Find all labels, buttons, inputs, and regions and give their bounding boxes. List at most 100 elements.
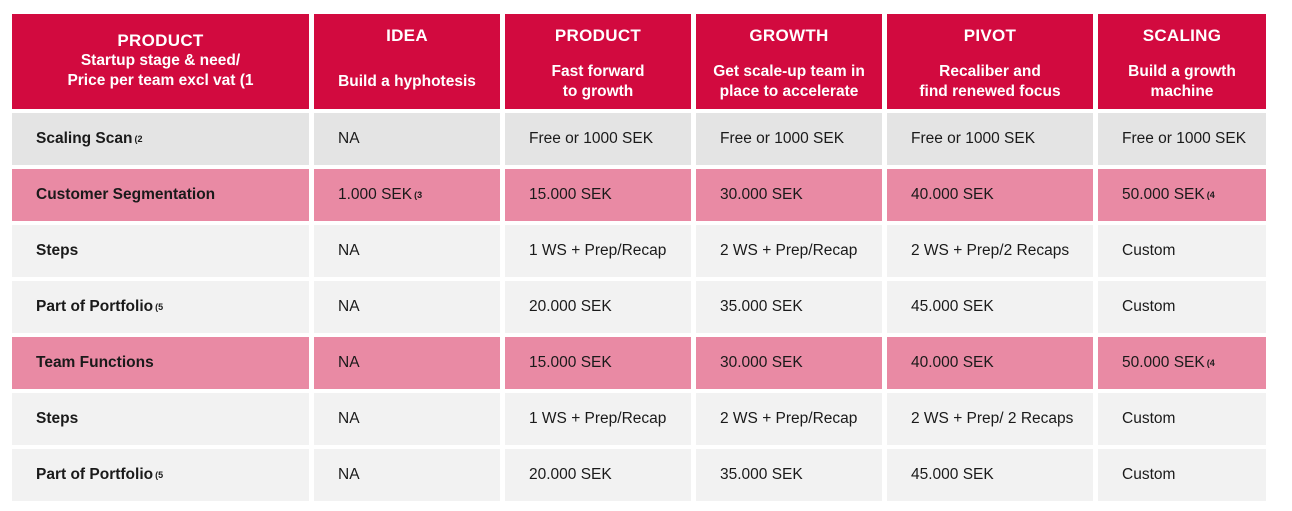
cell-value: Free or 1000 SEK xyxy=(529,130,654,147)
table-cell: NA xyxy=(314,113,500,165)
header-cell-pivot: PIVOT Recaliber and find renewed focus xyxy=(887,14,1093,109)
table-cell: 15.000 SEK xyxy=(505,337,691,389)
table-cell: 2 WS + Prep/2 Recaps xyxy=(887,225,1093,277)
table-cell: 15.000 SEK xyxy=(505,169,691,221)
cell-value: Free or 1000 SEK xyxy=(720,130,845,147)
cell-value: Custom xyxy=(1122,410,1176,427)
cell-value: 50.000 SEK xyxy=(1122,186,1205,203)
cell-value: Custom xyxy=(1122,242,1176,259)
cell-value: 50.000 SEK xyxy=(1122,354,1205,371)
table-cell: Custom xyxy=(1098,225,1266,277)
table-cell: 2 WS + Prep/Recap xyxy=(696,393,882,445)
table-cell: 2 WS + Prep/ 2 Recaps xyxy=(887,393,1093,445)
table-cell: Free or 1000 SEK xyxy=(696,113,882,165)
cell-value: 20.000 SEK xyxy=(529,298,612,315)
table-cell: Free or 1000 SEK xyxy=(1098,113,1266,165)
table-cell: 45.000 SEK xyxy=(887,281,1093,333)
table-cell: 20.000 SEK xyxy=(505,281,691,333)
cell-value: 2 WS + Prep/2 Recaps xyxy=(911,242,1070,259)
table-cell: 1 WS + Prep/Recap xyxy=(505,225,691,277)
row-label-text: Steps xyxy=(36,410,79,427)
cell-value: 30.000 SEK xyxy=(720,354,803,371)
table-cell: 1.000 SEK (3 xyxy=(314,169,500,221)
table-cell: 35.000 SEK xyxy=(696,281,882,333)
header-title: SCALING xyxy=(1142,26,1222,45)
table-cell: NA xyxy=(314,393,500,445)
header-title: PRODUCT xyxy=(554,26,642,45)
header-subtitle: Build a growth machine xyxy=(1128,63,1236,100)
cell-value: Custom xyxy=(1122,298,1176,315)
table-cell: 2 WS + Prep/Recap xyxy=(696,225,882,277)
cell-value: 2 WS + Prep/ 2 Recaps xyxy=(911,410,1074,427)
header-cell-product-stage: PRODUCT Startup stage & need/ Price per … xyxy=(12,14,309,109)
row-label: Scaling Scan (2 xyxy=(12,113,309,165)
cell-value: Free or 1000 SEK xyxy=(1122,130,1247,147)
cell-value: 40.000 SEK xyxy=(911,354,994,371)
row-label-text: Part of Portfolio xyxy=(36,298,154,315)
cell-value: 20.000 SEK xyxy=(529,466,612,483)
table-cell: NA xyxy=(314,337,500,389)
header-subtitle: Startup stage & need/ Price per team exc… xyxy=(67,52,254,89)
header-title: GROWTH xyxy=(749,26,829,45)
table-cell: Custom xyxy=(1098,449,1266,501)
table-cell: Custom xyxy=(1098,393,1266,445)
cell-value: 35.000 SEK xyxy=(720,466,803,483)
table-cell: Free or 1000 SEK xyxy=(887,113,1093,165)
cell-value: Free or 1000 SEK xyxy=(911,130,1036,147)
row-label-text: Customer Segmentation xyxy=(36,186,216,203)
cell-value: 30.000 SEK xyxy=(720,186,803,203)
cell-value: NA xyxy=(338,466,360,483)
cell-value: 1 WS + Prep/Recap xyxy=(529,242,667,259)
row-label: Part of Portfolio (5 xyxy=(12,449,309,501)
row-label: Customer Segmentation xyxy=(12,169,309,221)
header-subtitle: Fast forward to growth xyxy=(551,63,645,100)
cell-value: 15.000 SEK xyxy=(529,354,612,371)
table-cell: 50.000 SEK (4 xyxy=(1098,337,1266,389)
row-label: Part of Portfolio (5 xyxy=(12,281,309,333)
table-cell: Custom xyxy=(1098,281,1266,333)
header-cell-growth: GROWTH Get scale-up team in place to acc… xyxy=(696,14,882,109)
cell-value: NA xyxy=(338,130,360,147)
row-label: Steps xyxy=(12,225,309,277)
header-subtitle: Build a hyphotesis xyxy=(338,73,476,90)
table-cell: 30.000 SEK xyxy=(696,337,882,389)
table-cell: NA xyxy=(314,449,500,501)
cell-value: NA xyxy=(338,242,360,259)
row-label-text: Team Functions xyxy=(36,354,154,371)
row-label: Team Functions xyxy=(12,337,309,389)
header-subtitle: Get scale-up team in place to accelerate xyxy=(713,63,865,100)
header-cell-product: PRODUCT Fast forward to growth xyxy=(505,14,691,109)
cell-value: NA xyxy=(338,298,360,315)
cell-value: 2 WS + Prep/Recap xyxy=(720,242,858,259)
header-title: IDEA xyxy=(386,26,428,45)
table-cell: NA xyxy=(314,225,500,277)
table-cell: NA xyxy=(314,281,500,333)
cell-value: NA xyxy=(338,354,360,371)
row-label-text: Part of Portfolio xyxy=(36,466,154,483)
header-cell-scaling: SCALING Build a growth machine xyxy=(1098,14,1266,109)
table-cell: 40.000 SEK xyxy=(887,169,1093,221)
table-cell: 1 WS + Prep/Recap xyxy=(505,393,691,445)
cell-value: 1 WS + Prep/Recap xyxy=(529,410,667,427)
row-label: Steps xyxy=(12,393,309,445)
table-cell: 30.000 SEK xyxy=(696,169,882,221)
pricing-table: PRODUCT Startup stage & need/ Price per … xyxy=(12,14,1266,501)
table-cell: Free or 1000 SEK xyxy=(505,113,691,165)
cell-value: Custom xyxy=(1122,466,1176,483)
cell-value: 40.000 SEK xyxy=(911,186,994,203)
header-title: PRODUCT xyxy=(117,31,204,50)
cell-value: 35.000 SEK xyxy=(720,298,803,315)
header-cell-idea: IDEA Build a hyphotesis xyxy=(314,14,500,109)
table-cell: 20.000 SEK xyxy=(505,449,691,501)
table-cell: 50.000 SEK (4 xyxy=(1098,169,1266,221)
cell-value: 1.000 SEK xyxy=(338,186,413,203)
cell-value: 2 WS + Prep/Recap xyxy=(720,410,858,427)
table-cell: 45.000 SEK xyxy=(887,449,1093,501)
cell-value: 15.000 SEK xyxy=(529,186,612,203)
header-subtitle: Recaliber and find renewed focus xyxy=(919,63,1061,100)
row-label-text: Scaling Scan xyxy=(36,130,133,147)
cell-value: NA xyxy=(338,410,360,427)
header-title: PIVOT xyxy=(963,26,1017,45)
cell-value: 45.000 SEK xyxy=(911,298,994,315)
table-cell: 35.000 SEK xyxy=(696,449,882,501)
